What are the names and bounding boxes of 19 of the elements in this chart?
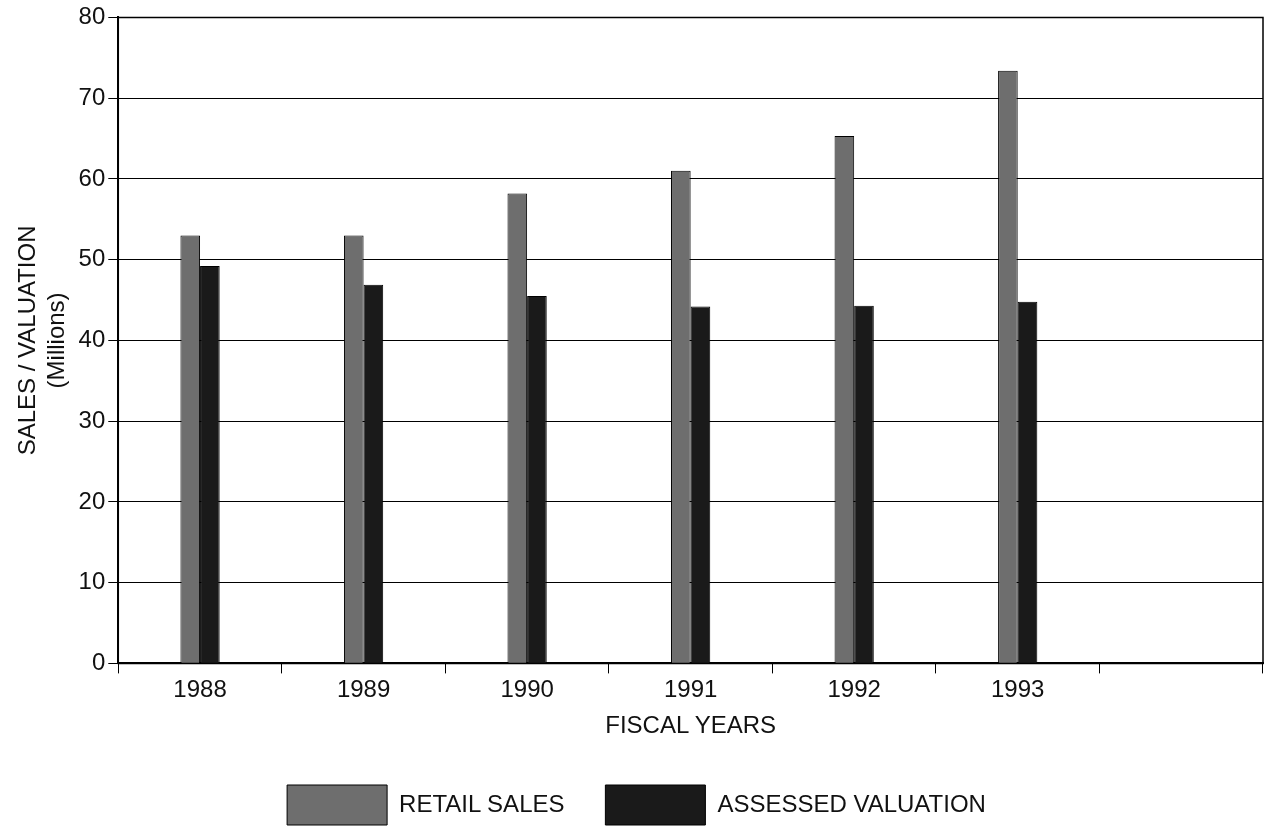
x-tick-label: 1993: [991, 675, 1045, 703]
y-tick-label: 30: [78, 405, 106, 433]
legend-label: ASSESSED VALUATION: [717, 789, 986, 817]
y-tick-label: 0: [91, 648, 106, 676]
y-tick-label: 20: [78, 486, 106, 514]
y-tick-label: 80: [78, 2, 106, 30]
x-tick-label: 1990: [500, 675, 554, 703]
y-tick-label: 70: [78, 82, 106, 110]
x-tick-label: 1988: [173, 675, 227, 703]
x-tick-label: 1989: [336, 675, 391, 703]
x-axis-title: FISCAL YEARS: [605, 711, 777, 739]
y-tick-label: 50: [78, 244, 106, 272]
y-tick-label: 60: [78, 163, 106, 191]
x-tick-label: 1991: [663, 675, 718, 703]
y-tick-label: 40: [78, 325, 106, 353]
x-tick-label: 1992: [827, 675, 881, 703]
y-tick-label: 10: [78, 567, 106, 595]
y-axis-title: SALES / VALUATION (Millions): [13, 225, 69, 456]
legend-label: RETAIL SALES: [399, 789, 565, 817]
